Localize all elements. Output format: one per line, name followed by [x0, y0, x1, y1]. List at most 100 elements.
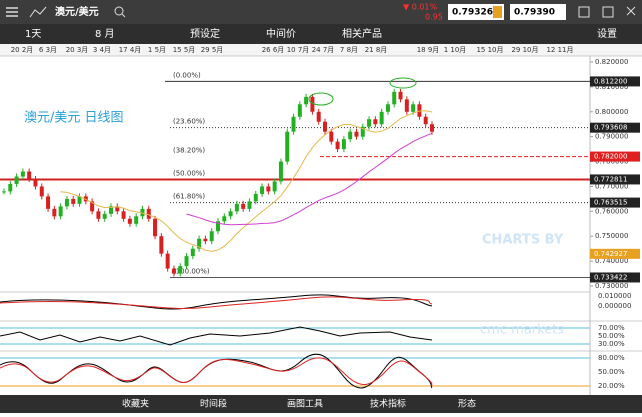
- period[interactable]: 1天: [25, 29, 41, 40]
- fib-label: (0.00%): [173, 71, 201, 79]
- change: 0.95: [425, 13, 443, 22]
- bottom-button[interactable]: 时间段: [200, 398, 227, 410]
- candle-body: [52, 208, 57, 217]
- candle-body: [228, 211, 233, 217]
- bottom-button[interactable]: 形态: [458, 398, 476, 410]
- candle-body: [109, 206, 113, 214]
- search-icon: [121, 13, 126, 18]
- date-label: 10 7月: [287, 46, 310, 54]
- settings[interactable]: 设置: [597, 28, 617, 40]
- bottom-button[interactable]: 技术指标: [370, 398, 406, 410]
- candle-body: [285, 131, 290, 162]
- indicator-label: 80.00%: [598, 354, 625, 362]
- date-label: 1 10月: [444, 46, 467, 54]
- price-tag-label: 0.812200: [594, 77, 627, 85]
- candle-body: [71, 198, 76, 204]
- date-label: 29 5月: [201, 46, 224, 54]
- date-label: 20 3月: [66, 46, 89, 54]
- symbol[interactable]: 澳元/美元: [55, 5, 99, 18]
- candle-body: [90, 201, 95, 212]
- candle-body: [398, 91, 403, 100]
- candle-body: [266, 186, 271, 192]
- candle-body: [430, 124, 434, 132]
- y-tick-label: 0.740000: [595, 257, 628, 265]
- candle-body: [203, 238, 208, 242]
- candle-body: [102, 213, 107, 219]
- date-label: 12 11月: [546, 46, 573, 54]
- y-tick-label: 0.760000: [595, 207, 628, 215]
- candle-body: [121, 211, 126, 219]
- fib-label: (23.60%): [173, 118, 205, 126]
- price-tag: [590, 272, 640, 283]
- fib-label: (38.20%): [173, 147, 205, 155]
- preset[interactable]: 预设定: [190, 27, 220, 40]
- candle-body: [310, 96, 315, 112]
- search-icon[interactable]: [114, 6, 124, 16]
- date-label: 1 5月: [148, 46, 166, 54]
- ask: 0.79390: [514, 8, 555, 18]
- date-label: 29 10月: [511, 46, 538, 54]
- candle-body: [291, 116, 296, 132]
- candle-body: [241, 203, 246, 209]
- candle-body: [272, 181, 277, 192]
- date-label: 24 7月: [312, 46, 335, 54]
- candle-body: [8, 183, 13, 192]
- ask-box[interactable]: [510, 4, 566, 20]
- moving-average: [186, 132, 433, 226]
- bottom-toolbar: [0, 395, 642, 413]
- candle-body: [379, 111, 384, 125]
- menu-icon[interactable]: [6, 7, 18, 17]
- candle-body: [373, 119, 378, 125]
- price-type[interactable]: 中间价: [266, 27, 296, 40]
- moving-average: [60, 110, 433, 252]
- y-tick-label: 0.800000: [595, 108, 628, 116]
- bid: 0.79326: [452, 8, 493, 18]
- candle-body: [260, 186, 265, 194]
- candle-body: [304, 96, 309, 105]
- candle-body: [165, 253, 170, 269]
- range[interactable]: 8 月: [95, 28, 115, 40]
- indicator-label: 0.000000: [598, 302, 631, 310]
- candle-body: [58, 206, 63, 217]
- candle-body: [323, 121, 327, 132]
- candle-body: [316, 111, 321, 122]
- window-icons[interactable]: [578, 6, 636, 18]
- candle-body: [360, 126, 365, 137]
- bottom-button[interactable]: 画图工具: [287, 399, 323, 410]
- y-tick-label: 0.810000: [595, 83, 628, 91]
- indicators: [0, 291, 642, 389]
- indicator-label: 50.00%: [598, 368, 625, 376]
- bottom-button[interactable]: 收藏夹: [122, 398, 149, 410]
- candle-body: [127, 218, 132, 224]
- candle-body: [278, 161, 283, 182]
- fib-label: (100.00%): [173, 267, 210, 275]
- candle-body: [184, 256, 189, 267]
- price-tag-label: 0.763515: [594, 199, 627, 207]
- bid-box[interactable]: [448, 4, 504, 20]
- candle-body: [367, 119, 372, 127]
- y-tick-label: 0.750000: [595, 232, 628, 240]
- related[interactable]: 相关产品: [342, 27, 382, 40]
- candle-body: [392, 91, 397, 105]
- candle-body: [171, 268, 176, 274]
- date-label: 20 2月: [11, 46, 34, 54]
- candle-body: [46, 196, 51, 209]
- candle-body: [39, 186, 44, 197]
- price-tag: [590, 151, 640, 162]
- candle-body: [341, 139, 346, 150]
- date-label: 3 4月: [93, 46, 111, 54]
- candle-body: [2, 191, 6, 193]
- price-tag: [590, 174, 640, 185]
- highlight: [389, 77, 417, 89]
- chart-title: 澳元/美元 日线图: [24, 110, 124, 126]
- candle-body: [354, 131, 359, 137]
- candle-body: [297, 104, 302, 117]
- candle-body: [348, 131, 353, 140]
- y-tick-label: 0.790000: [595, 133, 628, 141]
- chart-icon[interactable]: [29, 6, 47, 18]
- candle-body: [146, 208, 151, 219]
- candle-body: [33, 178, 38, 187]
- indicator-label: 30.00%: [598, 340, 625, 348]
- candle-body: [385, 104, 390, 112]
